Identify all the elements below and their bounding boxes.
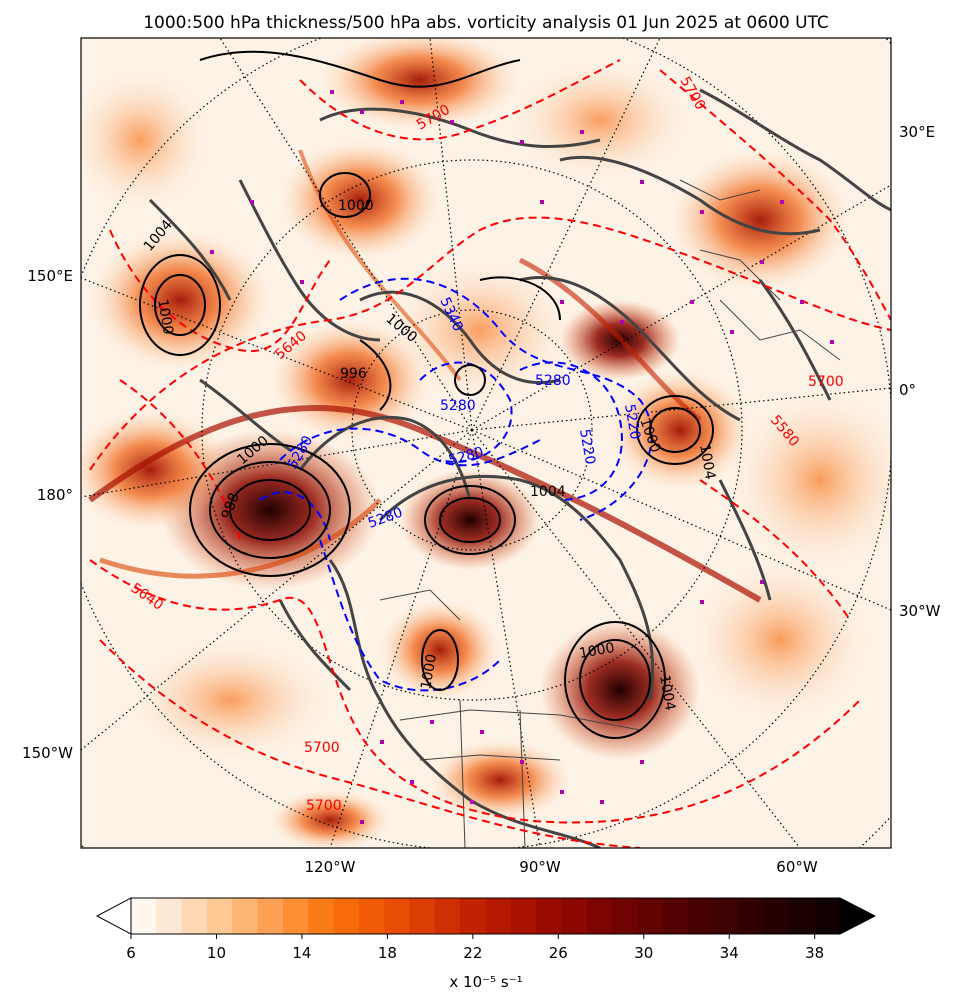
longitude-labels: 30°E 0° 30°W 150°E 180° 150°W 120°W 90°W…	[22, 123, 941, 876]
colorbar-cell	[662, 898, 689, 934]
colorbar-cell	[409, 898, 436, 934]
colorbar-cell	[460, 898, 487, 934]
mslp-contours	[139, 50, 714, 739]
colorbar-cell	[384, 898, 411, 934]
colorbar-tick-label: 18	[378, 944, 397, 962]
station-markers	[210, 90, 834, 824]
colorbar-cell	[257, 898, 284, 934]
colorbar-under-arrow	[95, 897, 132, 935]
colorbar-cell	[738, 898, 765, 934]
political-borders	[379, 179, 841, 848]
thickness-low-label-1: 5280	[535, 373, 571, 389]
colorbar-cell	[637, 898, 664, 934]
colorbar-tick-label: 22	[463, 944, 482, 962]
colorbar-cell	[206, 898, 233, 934]
lon-label-150e: 150°E	[27, 267, 73, 285]
lon-label-0: 0°	[899, 381, 916, 399]
colorbar-cell	[814, 898, 841, 934]
colorbar-cell	[586, 898, 613, 934]
figure-title: 1000:500 hPa thickness/500 hPa abs. vort…	[143, 13, 829, 33]
map-frame	[80, 37, 892, 849]
colorbar-tick-label: 6	[126, 944, 136, 962]
colorbar-cell	[485, 898, 512, 934]
thickness-low-label-7: 5220	[576, 428, 598, 466]
thickness-label-4: 5700	[306, 798, 342, 814]
colorbar-tick-label: 14	[292, 944, 311, 962]
colorbar-cell	[358, 898, 385, 934]
mslp-label-3: 996	[340, 366, 367, 382]
colorbar-cell	[789, 898, 816, 934]
colorbar-cell	[232, 898, 259, 934]
mslp-label-9: 1000	[578, 640, 616, 662]
colorbar-tick-label: 30	[634, 944, 653, 962]
colorbar-cell	[156, 898, 183, 934]
lon-label-90w: 90°W	[519, 858, 561, 876]
mslp-label-11: 1004	[696, 443, 718, 481]
mslp-label-13: 1000	[338, 198, 374, 214]
colorbar-over-arrow	[839, 897, 877, 935]
thickness-low-label-8: 5220	[621, 403, 643, 441]
colorbar-cell	[434, 898, 461, 934]
thickness-contours-high	[89, 59, 891, 848]
colorbar-cell	[764, 898, 790, 934]
colorbar-cell	[131, 898, 157, 934]
mslp-label-5: 1004	[530, 484, 566, 500]
colorbar-cell	[282, 898, 309, 934]
colorbar-tick-label: 26	[549, 944, 568, 962]
thickness-low-label-4: 5280	[440, 398, 476, 414]
mslp-label-8: 1004	[656, 674, 678, 712]
colorbar-ticks: 6 10 14 18 22 26 30 34 38	[126, 934, 824, 962]
lon-label-30w: 30°W	[899, 602, 941, 620]
coastlines	[148, 88, 891, 848]
colorbar-unit-label: x 10⁻⁵ s⁻¹	[449, 973, 522, 991]
colorbar-tick-label: 10	[207, 944, 226, 962]
colorbar-cell	[536, 898, 563, 934]
colorbar-cell	[308, 898, 335, 934]
colorbar-cell	[688, 898, 714, 934]
colorbar-cell	[510, 898, 537, 934]
colorbar: 6 10 14 18 22 26 30 34 38 x 10⁻⁵ s⁻¹	[95, 897, 877, 991]
colorbar-cell	[181, 898, 208, 934]
colorbar-cell	[713, 898, 740, 934]
mslp-label-12: 1000	[418, 653, 440, 691]
colorbar-tick-label: 34	[720, 944, 739, 962]
colorbar-cells	[131, 898, 841, 934]
colorbar-frame	[130, 897, 841, 935]
thickness-label-3: 5700	[304, 740, 340, 756]
lon-label-60w: 60°W	[776, 858, 818, 876]
colorbar-cell	[561, 898, 588, 934]
lon-label-30e: 30°E	[899, 123, 935, 141]
lon-label-120w: 120°W	[305, 858, 356, 876]
colorbar-cell	[333, 898, 360, 934]
colorbar-cell	[612, 898, 639, 934]
lon-label-180: 180°	[37, 486, 73, 504]
lon-label-150w: 150°W	[22, 744, 73, 762]
thickness-label-1: 5700	[808, 374, 844, 390]
colorbar-tick-label: 38	[805, 944, 824, 962]
vorticity-shading	[81, 38, 891, 848]
mslp-label-2: 1000	[154, 298, 176, 336]
